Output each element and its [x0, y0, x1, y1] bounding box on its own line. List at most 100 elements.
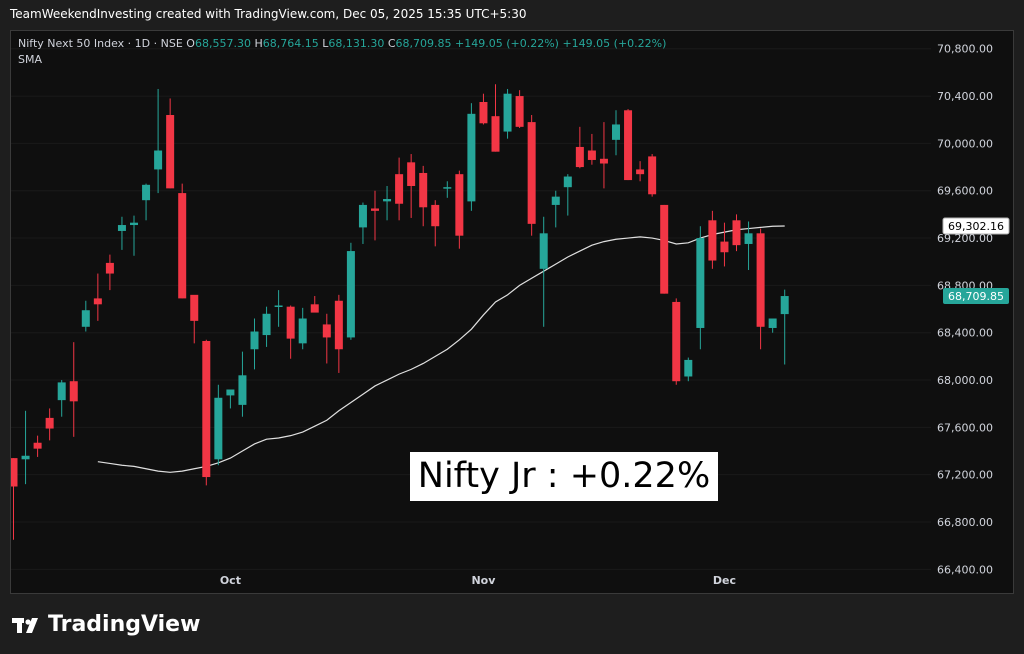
candle — [587, 133, 596, 165]
candle — [551, 190, 560, 228]
candle-body — [479, 101, 488, 124]
candle-body — [515, 96, 524, 127]
y-tick-label: 69,200.00 — [937, 232, 993, 245]
candle-body — [708, 220, 717, 261]
candle — [21, 410, 30, 485]
candle-body — [45, 417, 54, 429]
candle — [166, 98, 175, 189]
candle-body — [756, 233, 765, 327]
candle — [491, 84, 500, 152]
badge-background — [943, 288, 1009, 305]
candle — [117, 216, 126, 250]
candle-body — [395, 174, 404, 204]
sma-line — [97, 225, 785, 473]
candle — [81, 300, 90, 332]
candle-body — [214, 397, 223, 460]
attribution-text: TeamWeekendInvesting created with Tradin… — [10, 7, 527, 21]
candle — [93, 273, 102, 321]
candle-body — [142, 184, 151, 201]
low-value: 68,131.30 — [328, 37, 385, 50]
candle — [732, 214, 741, 252]
candle-body — [93, 298, 102, 305]
candle — [358, 202, 367, 244]
badge-label: 69,302.16 — [948, 220, 1004, 233]
last-price-badge: 68,709.85 — [943, 288, 1009, 305]
high-value: 68,764.15 — [262, 37, 319, 50]
candle — [660, 204, 669, 294]
candle — [190, 294, 199, 344]
annotation-box: Nifty Jr : +0.22% — [410, 452, 718, 501]
candle — [407, 154, 416, 218]
open-value: 68,557.30 — [194, 37, 251, 50]
candle-body — [539, 233, 548, 269]
indicator-label[interactable]: SMA — [18, 53, 42, 66]
candle — [310, 296, 319, 313]
candle-body — [587, 150, 596, 160]
candle — [467, 103, 476, 211]
y-tick-label: 66,800.00 — [937, 516, 993, 529]
y-tick-label: 70,800.00 — [937, 43, 993, 56]
candle — [575, 126, 584, 169]
candle-body — [33, 442, 42, 449]
candle-body — [672, 301, 681, 382]
badge-label: 68,709.85 — [948, 290, 1004, 303]
candle-body — [648, 156, 657, 195]
candle — [154, 88, 163, 194]
candle — [624, 109, 633, 181]
candle — [768, 318, 777, 333]
candle — [298, 307, 307, 350]
candle-body — [310, 304, 319, 313]
sma-value-badge: 69,302.16 — [942, 217, 1010, 235]
candle — [672, 298, 681, 385]
candle — [443, 181, 452, 198]
candle-body — [346, 251, 355, 338]
candle-body — [563, 176, 572, 188]
candle-body — [166, 115, 175, 189]
candle-body — [612, 124, 620, 140]
change-value-2: +149.05 (+0.22%) — [562, 37, 667, 50]
candle-body — [732, 220, 741, 246]
candle — [274, 290, 283, 327]
candle-body — [105, 262, 114, 274]
symbol-label: Nifty Next 50 Index · 1D · NSE — [18, 37, 183, 50]
candle — [57, 380, 66, 417]
candle-body — [371, 208, 379, 211]
candle — [648, 154, 657, 197]
candlestick-chart[interactable]: 66,400.00 66,800.00 67,200.00 67,600.00 68,0… — [11, 31, 1013, 593]
chart-frame[interactable]: 66,400.00 66,800.00 67,200.00 67,600.00 68,0… — [10, 30, 1014, 594]
chart-legend: Nifty Next 50 Index · 1D · NSE O68,557.3… — [18, 37, 666, 50]
candle-body — [57, 382, 66, 401]
candle — [395, 157, 404, 221]
candle — [383, 185, 392, 221]
candle-body — [551, 196, 560, 205]
candle-body — [419, 172, 428, 208]
candle-body — [443, 187, 452, 189]
candle-body — [696, 238, 705, 328]
candle-body — [250, 331, 259, 350]
candle-body — [117, 225, 126, 231]
candle-body — [178, 193, 187, 299]
candle-body — [575, 146, 584, 168]
candle-body — [190, 294, 199, 321]
candle — [226, 389, 235, 409]
candle-body — [130, 222, 138, 226]
open-label: O — [186, 37, 195, 50]
candle — [756, 228, 765, 350]
candle-body — [238, 375, 247, 405]
candle-body — [431, 204, 440, 227]
candle — [419, 165, 428, 227]
candle-body — [491, 116, 500, 152]
candle — [455, 170, 464, 249]
candle — [346, 242, 355, 340]
high-label: H — [254, 37, 263, 50]
candle — [45, 408, 54, 441]
candle — [515, 90, 524, 129]
close-value: 68,709.85 — [395, 37, 452, 50]
candle-body — [11, 458, 18, 487]
close-label: C — [387, 37, 396, 50]
candle-body — [274, 305, 283, 307]
candle-body — [624, 110, 633, 181]
candle-body — [322, 324, 331, 338]
candle — [720, 222, 729, 267]
y-tick-label: 68,000.00 — [937, 374, 993, 387]
